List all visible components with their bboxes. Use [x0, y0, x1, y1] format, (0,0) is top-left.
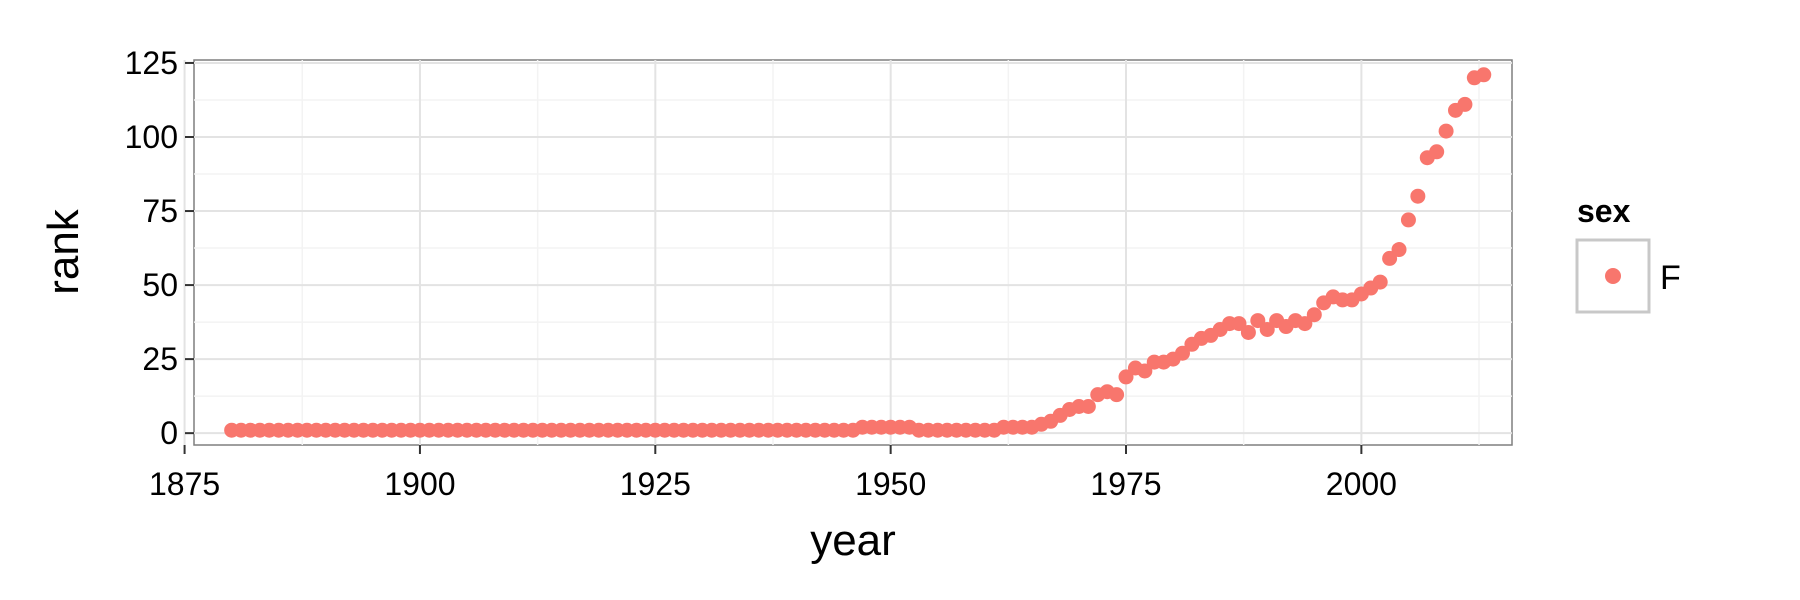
data-point [1109, 387, 1125, 403]
legend: sex F [1575, 193, 1681, 314]
data-points [224, 67, 1492, 438]
data-point [1457, 96, 1473, 112]
data-point [1175, 345, 1190, 361]
x-axis-title: year [810, 516, 896, 565]
y-axis-title: rank [39, 208, 88, 295]
data-point [1080, 399, 1096, 414]
x-tick-label: 1875 [149, 466, 220, 502]
y-tick-label: 125 [125, 45, 178, 81]
x-tick-label: 1925 [620, 466, 691, 502]
data-point [1250, 313, 1266, 329]
data-point [1372, 274, 1388, 290]
data-point [1306, 307, 1322, 323]
y-tick-label: 50 [142, 267, 178, 303]
x-axis-ticks: 1875 1900 1925 1950 1975 2000 [149, 445, 1397, 502]
data-point [1240, 324, 1256, 340]
data-point [1297, 316, 1313, 332]
data-point [1137, 363, 1153, 379]
x-tick-label: 1950 [855, 466, 926, 502]
legend-label-f: F [1660, 259, 1681, 297]
data-point [1231, 316, 1247, 332]
data-point [1438, 123, 1454, 139]
plot-panel [193, 59, 1513, 446]
x-tick-label: 1975 [1090, 466, 1161, 502]
legend-title: sex [1577, 193, 1631, 229]
legend-key-point [1605, 268, 1621, 284]
y-tick-label: 0 [160, 415, 178, 451]
data-point [1429, 144, 1445, 160]
data-point [1476, 67, 1492, 83]
data-point [1391, 242, 1407, 258]
y-tick-label: 100 [125, 119, 178, 155]
data-point [1259, 322, 1275, 337]
y-axis-ticks: 0 25 50 75 100 125 [125, 45, 194, 451]
minor-gridlines [194, 60, 1512, 445]
x-tick-label: 2000 [1326, 466, 1397, 502]
y-tick-label: 25 [142, 341, 178, 377]
data-point [1410, 188, 1426, 204]
y-tick-label: 75 [142, 193, 178, 229]
data-point [1118, 369, 1134, 385]
x-tick-label: 1900 [384, 466, 455, 502]
data-point [1400, 212, 1416, 228]
data-point [1382, 250, 1398, 266]
